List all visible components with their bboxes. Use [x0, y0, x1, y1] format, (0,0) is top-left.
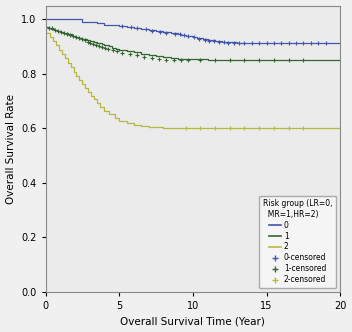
Y-axis label: Overall Survival Rate: Overall Survival Rate — [6, 94, 15, 204]
Legend: 0, 1, 2, 0-censored, 1-censored, 2-censored: 0, 1, 2, 0-censored, 1-censored, 2-censo… — [259, 196, 337, 288]
X-axis label: Overall Survival Time (Year): Overall Survival Time (Year) — [120, 316, 265, 326]
